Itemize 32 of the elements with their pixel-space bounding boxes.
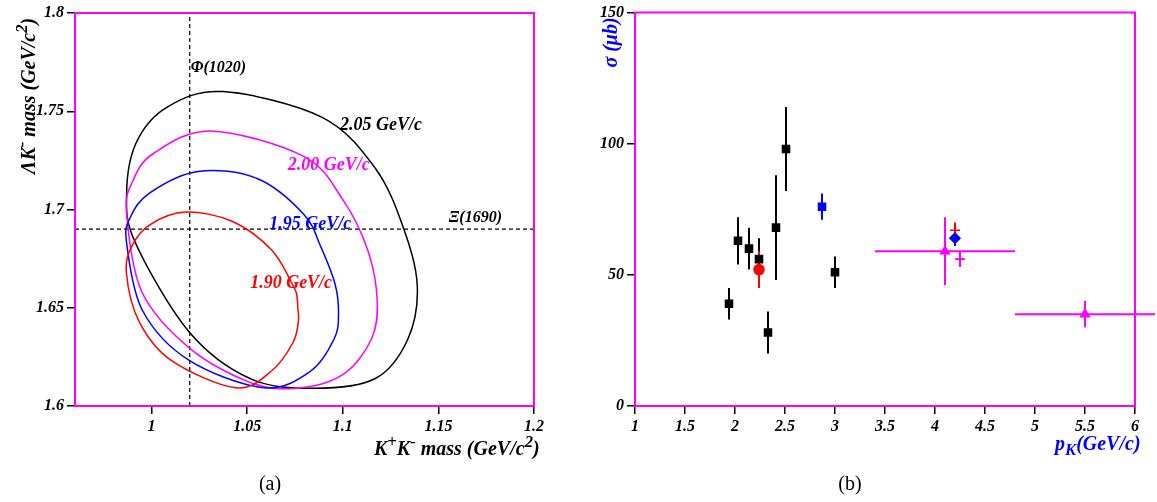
x-tick-label: 1 (631, 416, 639, 434)
y-tick-label: 1.6 (44, 396, 64, 414)
x-axis-title: p$_{K}$(GeV/c) (1055, 432, 1141, 460)
x-tick-label: 1.1 (332, 416, 353, 434)
y-tick-label: 1.75 (36, 101, 64, 119)
x-tick-label: 3 (830, 416, 839, 434)
annotation: 2.05 GeV/c (339, 113, 422, 134)
y-axis-title: σ (μb) (598, 17, 622, 68)
y-tick-label: 1.7 (44, 199, 65, 217)
x-axis-title: K$^{+}$K$^{-}$ mass (GeV/c$^{2}$) (374, 432, 540, 460)
x-tick-label: 3.5 (874, 416, 895, 434)
x-tick-label: 1.05 (233, 416, 262, 434)
y-tick-label: 100 (600, 133, 624, 151)
y-tick-label: 1.65 (36, 297, 64, 315)
x-tick-label: 1.15 (424, 416, 453, 434)
x-tick-label: 5 (1031, 416, 1039, 434)
x-tick-label: 1.2 (524, 416, 544, 434)
ref-line-label: Ξ(1690) (448, 208, 502, 227)
y-tick-label: 1.8 (44, 3, 64, 21)
x-tick-label: 2.5 (774, 416, 795, 434)
x-tick-label: 2 (730, 416, 739, 434)
x-tick-label: 6 (1131, 416, 1139, 434)
x-tick-label: 1.5 (675, 416, 695, 434)
y-tick-label: 50 (608, 265, 624, 283)
text: (a) (258, 472, 282, 495)
y-tick-label: 0 (616, 396, 624, 414)
x-tick-label: 4 (930, 416, 939, 434)
x-tick-label: 1 (147, 416, 156, 434)
x-tick-label: 5.5 (1075, 416, 1095, 434)
text: (b) (838, 472, 862, 495)
ref-line-label: Φ(1020) (190, 58, 247, 77)
x-tick-label: 4.5 (974, 416, 995, 434)
